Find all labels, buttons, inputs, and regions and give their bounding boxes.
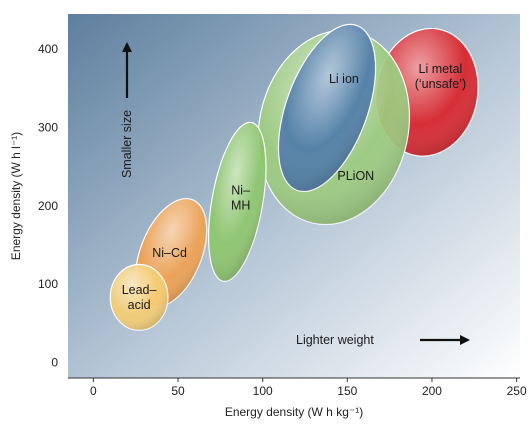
region-label-line: PLiON <box>337 169 374 183</box>
region-label-line: Lead– <box>122 283 157 297</box>
y-tick-label: 400 <box>38 42 58 56</box>
x-tick-label: 100 <box>253 384 273 398</box>
region-label-line: acid <box>128 298 151 312</box>
x-tick-label: 50 <box>171 384 185 398</box>
smaller-size-annotation: Smaller size <box>120 42 134 178</box>
y-tick-label: 300 <box>38 121 58 135</box>
region-shading <box>278 24 376 192</box>
region-label-line: MH <box>231 198 250 212</box>
smaller-size-label: Smaller size <box>120 110 134 178</box>
region-label-lead-acid: Lead– acid <box>122 283 157 312</box>
region-label-li-ion: Li ion <box>329 72 359 86</box>
region-label-line: (‘unsafe’) <box>415 77 466 91</box>
x-tick-label: 0 <box>90 384 97 398</box>
region-label-line: Ni– <box>231 183 250 197</box>
lighter-weight-label: Lighter weight <box>296 333 374 347</box>
y-axis-label: Energy density (W h l⁻¹) <box>9 132 23 260</box>
region-labels-layer: Li metal (‘unsafe’) PLiON Li ion Ni– MH Ni–Cd L… <box>122 62 466 312</box>
x-axis-label: Energy density (W h kg⁻¹) <box>225 405 363 419</box>
regions-layer <box>109 23 479 331</box>
region-shading <box>110 264 168 331</box>
region-label-line: Ni–Cd <box>152 246 187 260</box>
region-label-line: Li metal <box>419 62 463 76</box>
region-shading <box>208 122 266 282</box>
region-li-ion <box>277 23 377 193</box>
region-lead-acid <box>109 263 169 331</box>
x-tick-label: 200 <box>422 384 442 398</box>
region-label-ni-mh: Ni– MH <box>231 183 250 212</box>
region-label-plion: PLiON <box>337 169 374 183</box>
region-label-line: Li ion <box>329 72 359 86</box>
region-label-li-metal-unsafe: Li metal (‘unsafe’) <box>415 62 466 91</box>
y-tick-label: 200 <box>38 199 58 213</box>
y-tick-label: 0 <box>51 355 58 369</box>
y-ticks: 0 100 200 300 400 <box>38 42 58 369</box>
x-tick-label: 150 <box>337 384 357 398</box>
lighter-weight-annotation: Lighter weight <box>296 333 470 347</box>
x-ticks: 0 50 100 150 200 250 <box>90 378 527 398</box>
y-tick-label: 100 <box>38 277 58 291</box>
x-tick-label: 250 <box>507 384 527 398</box>
region-ni-mh <box>208 121 267 282</box>
region-label-ni-cd: Ni–Cd <box>152 246 187 260</box>
